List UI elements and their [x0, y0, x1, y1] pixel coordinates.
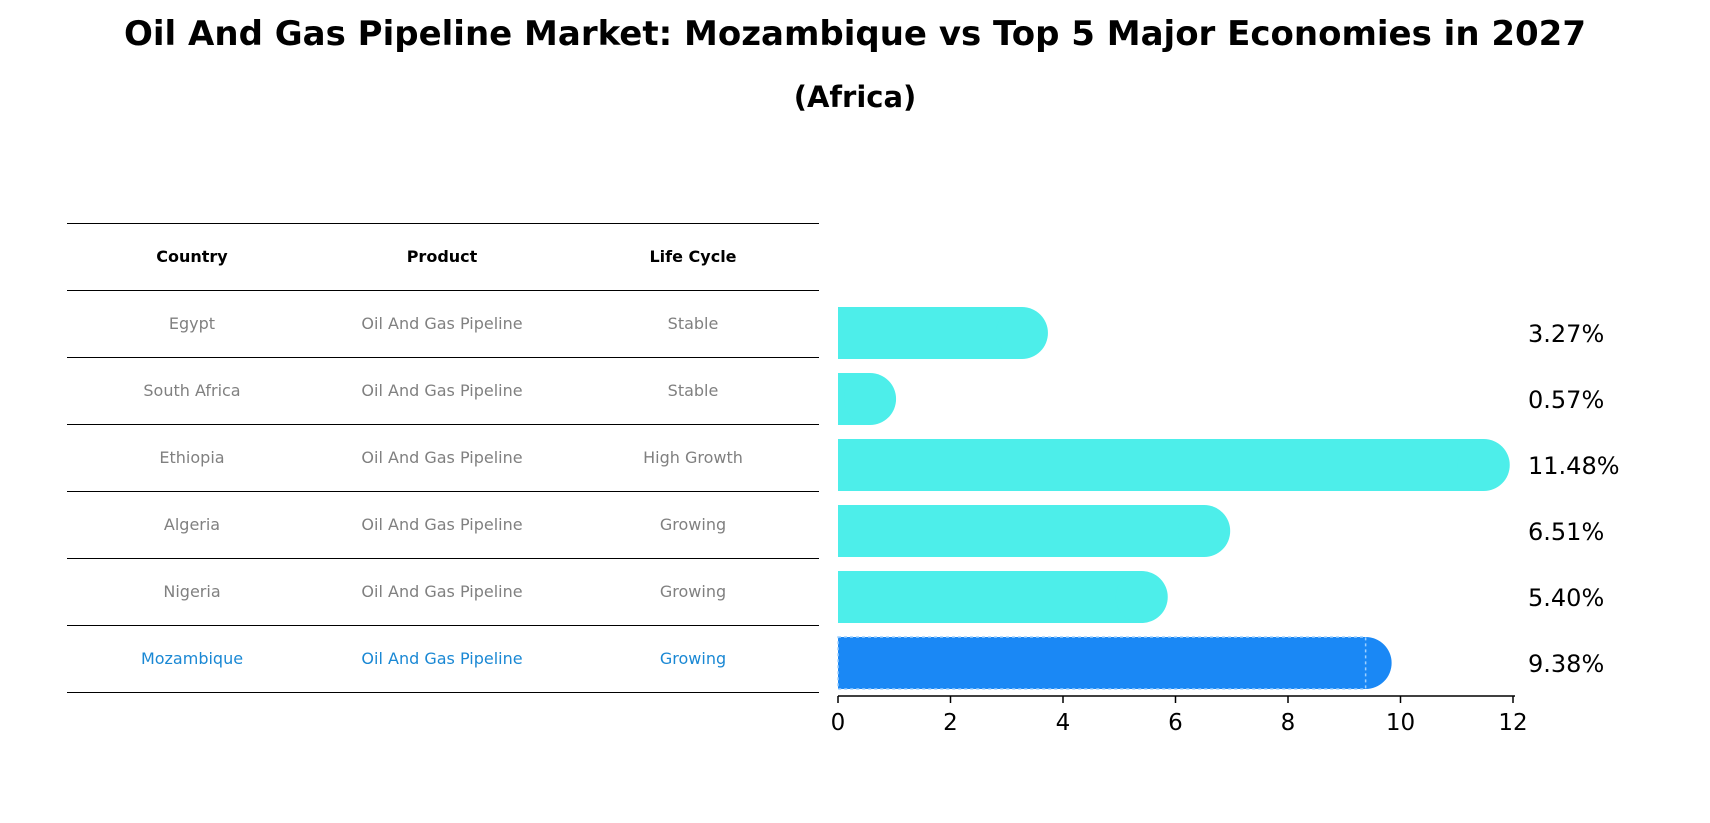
country-cell: Nigeria	[163, 582, 221, 601]
life-cycle-cell: Growing	[659, 649, 727, 668]
x-tick-label: 12	[1498, 710, 1527, 736]
table-row: Ethiopia Oil And Gas Pipeline High Growt…	[67, 425, 819, 492]
country-cell: Egypt	[168, 314, 216, 333]
country-cell: Algeria	[163, 515, 221, 534]
bar-cap	[1457, 439, 1510, 491]
bar-value-label: 5.40%	[1528, 584, 1604, 612]
x-tick-label: 8	[1281, 710, 1296, 736]
product-cell: Oil And Gas Pipeline	[361, 381, 523, 400]
bar-value-label: 3.27%	[1528, 320, 1604, 348]
bar-value-label: 11.48%	[1528, 452, 1620, 480]
bar-cap	[844, 373, 897, 425]
product-cell: Oil And Gas Pipeline	[361, 448, 523, 467]
bar-value-label: 0.57%	[1528, 386, 1604, 414]
bar-body	[838, 307, 1022, 359]
bar-highlight-outline	[837, 636, 1367, 690]
x-tick-label: 0	[831, 710, 846, 736]
life-cycle-cell: Stable	[667, 314, 719, 333]
bar-body	[838, 571, 1142, 623]
bar-body	[838, 439, 1484, 491]
life-cycle-cell: High Growth	[643, 448, 743, 467]
product-cell: Oil And Gas Pipeline	[361, 515, 523, 534]
table-row: Nigeria Oil And Gas Pipeline Growing	[67, 559, 819, 626]
table-row-highlight: Mozambique Oil And Gas Pipeline Growing	[67, 626, 819, 693]
country-cell: Mozambique	[140, 649, 244, 668]
bar-cap	[1178, 505, 1231, 557]
bar-body	[838, 505, 1205, 557]
table-row: Egypt Oil And Gas Pipeline Stable	[67, 291, 819, 358]
x-tick-label: 2	[943, 710, 958, 736]
x-tick-label: 10	[1386, 710, 1415, 736]
table-row: South Africa Oil And Gas Pipeline Stable	[67, 358, 819, 425]
bar-cap	[995, 307, 1048, 359]
table-header-row: Country Product Life Cycle	[67, 223, 819, 291]
country-cell: South Africa	[143, 381, 241, 400]
header-country: Country	[156, 247, 228, 266]
life-cycle-cell: Stable	[667, 381, 719, 400]
chart-subtitle: (Africa)	[793, 80, 917, 114]
bar-cap	[1115, 571, 1168, 623]
header-product: Product	[406, 247, 478, 266]
product-cell: Oil And Gas Pipeline	[361, 649, 523, 668]
table-row: Algeria Oil And Gas Pipeline Growing	[67, 492, 819, 559]
chart-title: Oil And Gas Pipeline Market: Mozambique …	[124, 14, 1586, 54]
bar-value-label: 6.51%	[1528, 518, 1604, 546]
country-cell: Ethiopia	[159, 448, 225, 467]
product-cell: Oil And Gas Pipeline	[361, 582, 523, 601]
header-life-cycle: Life Cycle	[649, 247, 737, 266]
x-tick-label: 4	[1056, 710, 1071, 736]
bar-value-label: 9.38%	[1528, 650, 1604, 678]
life-cycle-cell: Growing	[659, 515, 727, 534]
data-table: Country Product Life Cycle Egypt Oil And…	[67, 223, 819, 693]
life-cycle-cell: Growing	[659, 582, 727, 601]
x-tick-label: 6	[1168, 710, 1183, 736]
product-cell: Oil And Gas Pipeline	[361, 314, 523, 333]
bar-body	[838, 637, 1366, 689]
